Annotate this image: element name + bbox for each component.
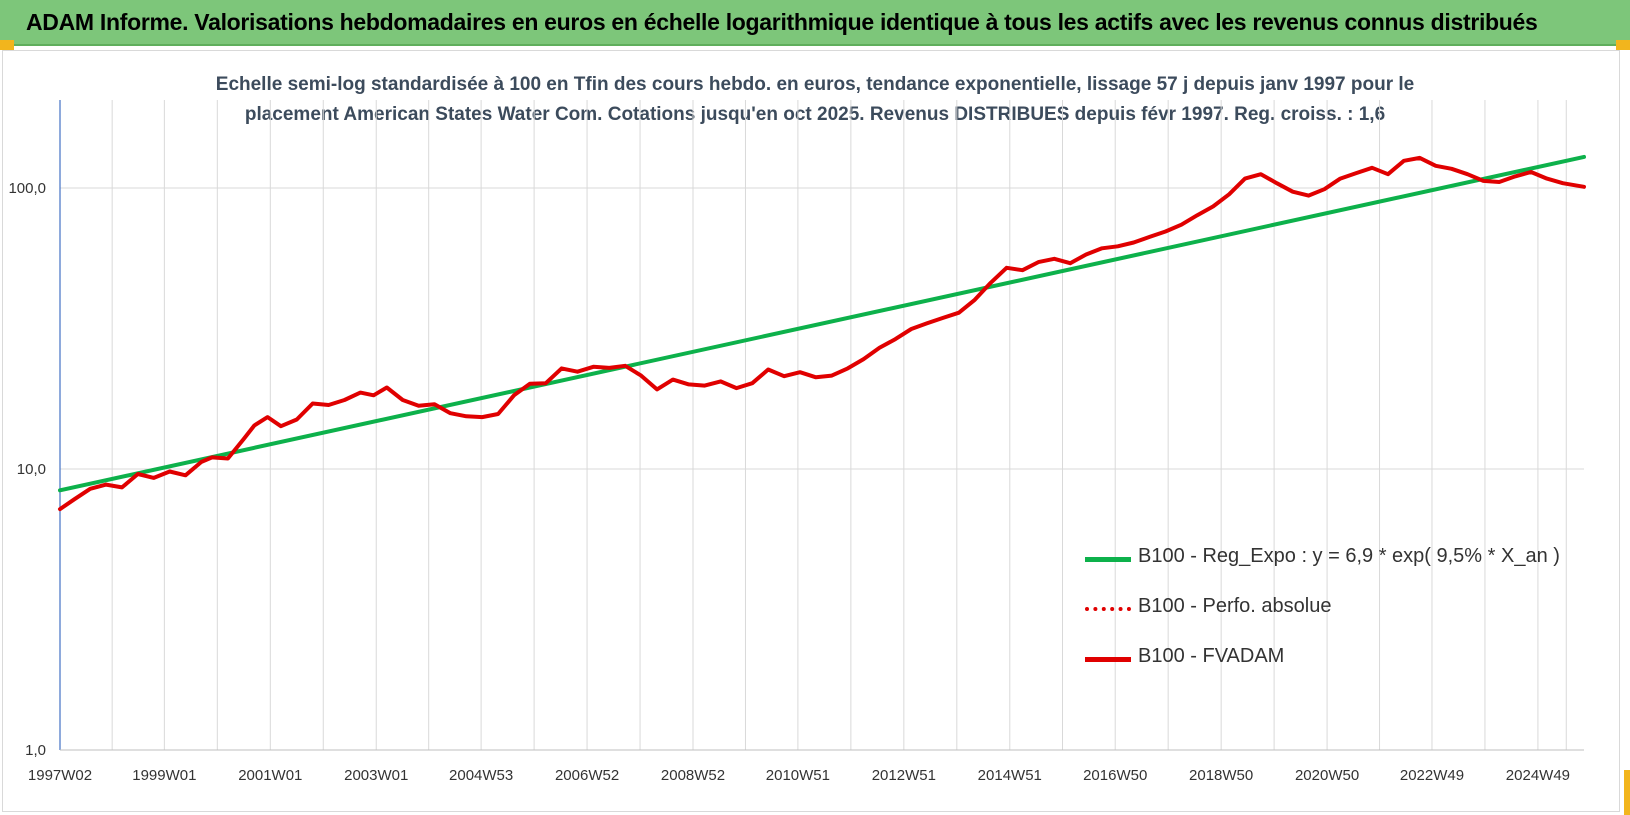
- chart-title-line-1: Echelle semi-log standardisée à 100 en T…: [215, 74, 1415, 95]
- legend-label-perf: B100 - Perfo. absolue: [1138, 595, 1332, 617]
- legend-label-fvadam: B100 - FVADAM: [1138, 645, 1285, 667]
- x-tick-label: 2010W51: [766, 767, 830, 784]
- y-tick-label: 100,0: [8, 180, 46, 197]
- x-tick-label: 2008W52: [661, 767, 725, 784]
- y-tick-label: 10,0: [17, 461, 46, 478]
- report-title: ADAM Informe. Valorisations hebdomadaire…: [26, 9, 1538, 35]
- corner-marker-bottom: [1624, 770, 1630, 815]
- trend-line: [58, 154, 1586, 493]
- x-tick-label: 2022W49: [1400, 767, 1464, 784]
- y-tick-label: 1,0: [25, 742, 46, 759]
- x-tick-label: 2012W51: [872, 767, 936, 784]
- legend-swatch-perf: [1085, 607, 1131, 611]
- legend-swatch-fvadam: [1085, 657, 1131, 662]
- x-tick-label: 1997W02: [28, 767, 92, 784]
- x-tick-label: 2006W52: [555, 767, 619, 784]
- report-banner: ADAM Informe. Valorisations hebdomadaire…: [0, 0, 1630, 46]
- chart-frame: [2, 50, 1620, 812]
- x-tick-label: 2003W01: [344, 767, 408, 784]
- x-tick-label: 2020W50: [1295, 767, 1359, 784]
- x-tick-label: 2014W51: [978, 767, 1042, 784]
- x-tick-label: 2001W01: [238, 767, 302, 784]
- legend-label-trend: B100 - Reg_Expo : y = 6,9 * exp( 9,5% * …: [1138, 545, 1560, 567]
- corner-marker-right: [1616, 40, 1630, 50]
- legend-swatch-trend: [1085, 557, 1131, 562]
- chart-title-line-2: placement American States Water Com. Cot…: [244, 104, 1386, 125]
- x-tick-label: 2018W50: [1189, 767, 1253, 784]
- chart-title: Echelle semi-log standardisée à 100 en T…: [180, 70, 1450, 130]
- x-tick-label: 1999W01: [132, 767, 196, 784]
- x-tick-label: 2016W50: [1083, 767, 1147, 784]
- corner-marker-left: [0, 40, 14, 50]
- x-tick-label: 2004W53: [449, 767, 513, 784]
- x-tick-label: 2024W49: [1506, 767, 1570, 784]
- fvadam-line: [58, 155, 1586, 512]
